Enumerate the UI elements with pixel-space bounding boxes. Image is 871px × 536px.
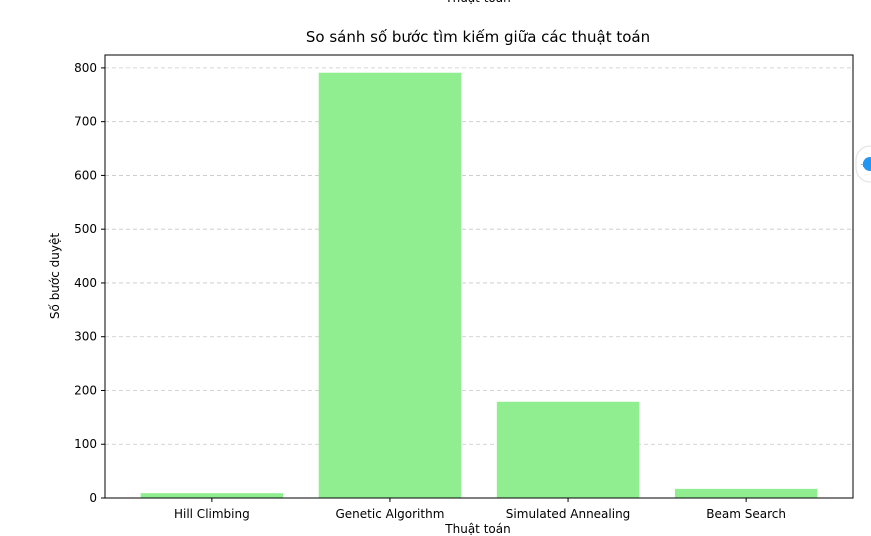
plot-frame: [104, 54, 854, 499]
y-tick-label: 800: [74, 61, 97, 75]
y-tick-label: 100: [74, 437, 97, 451]
bar: [496, 401, 640, 498]
x-axis-label: Thuật toán: [444, 522, 510, 536]
y-tick-label: 500: [74, 222, 97, 236]
bar: [674, 488, 818, 498]
x-tick-label: Beam Search: [706, 507, 786, 521]
x-tick-label: Genetic Algorithm: [336, 507, 445, 521]
svg-text:+: +: [860, 160, 867, 169]
y-tick-label: 0: [89, 491, 97, 505]
x-tick-label: Simulated Annealing: [506, 507, 631, 521]
y-tick-label: 400: [74, 276, 97, 290]
y-tick-label: 600: [74, 168, 97, 182]
y-tick-label: 700: [74, 115, 97, 129]
bar: [140, 493, 284, 498]
y-tick-label: 200: [74, 383, 97, 397]
cut-off-label: Thuật toán: [444, 0, 510, 5]
floating-widget[interactable]: +: [855, 145, 871, 183]
y-axis-label: Số bước duyệt: [48, 233, 62, 319]
y-tick-label: 300: [74, 330, 97, 344]
x-tick-label: Hill Climbing: [174, 507, 250, 521]
chart-title: So sánh số bước tìm kiếm giữa các thuật …: [306, 28, 650, 46]
bar: [318, 72, 462, 498]
